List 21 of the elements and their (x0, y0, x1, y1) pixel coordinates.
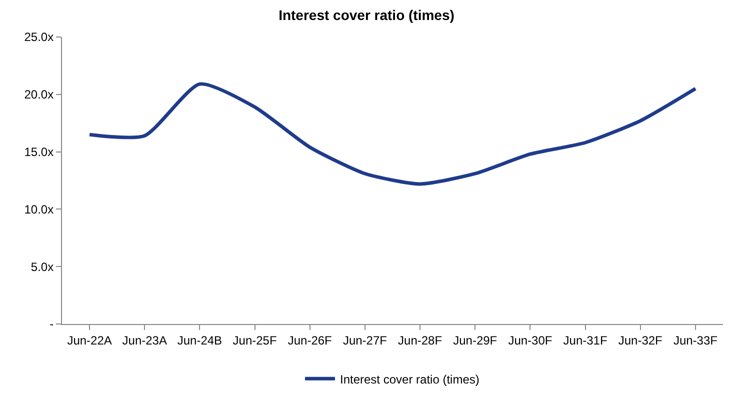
y-tick-label: 25.0x (24, 30, 54, 44)
x-tick-label: Jun-33F (673, 333, 718, 348)
x-tick-label: Jun-28F (398, 333, 442, 348)
x-tick-label: Jun-22A (67, 333, 112, 348)
chart-title: Interest cover ratio (times) (278, 6, 454, 23)
x-tick-label: Jun-24B (177, 333, 222, 348)
x-tick-label: Jun-26F (288, 333, 332, 348)
y-tick-label: 15.0x (24, 145, 54, 159)
x-tick-label: Jun-29F (453, 333, 498, 348)
line-series (88, 82, 698, 186)
x-tick-label: Jun-23A (122, 333, 167, 348)
x-tick-label: Jun-31F (563, 333, 608, 348)
y-tick-label: 10.0x (24, 202, 54, 216)
x-tick-label: Jun-30F (508, 333, 552, 348)
x-tick-label: Jun-27F (342, 333, 387, 348)
x-tick-label: Jun-25F (232, 333, 277, 348)
legend-label: Interest cover ratio (times) (340, 372, 480, 386)
y-tick-label: 5.0x (30, 260, 54, 274)
y-tick-label: 20.0x (24, 88, 54, 102)
x-tick-label: Jun-32F (618, 333, 662, 348)
y-tick-label: - (50, 317, 54, 332)
